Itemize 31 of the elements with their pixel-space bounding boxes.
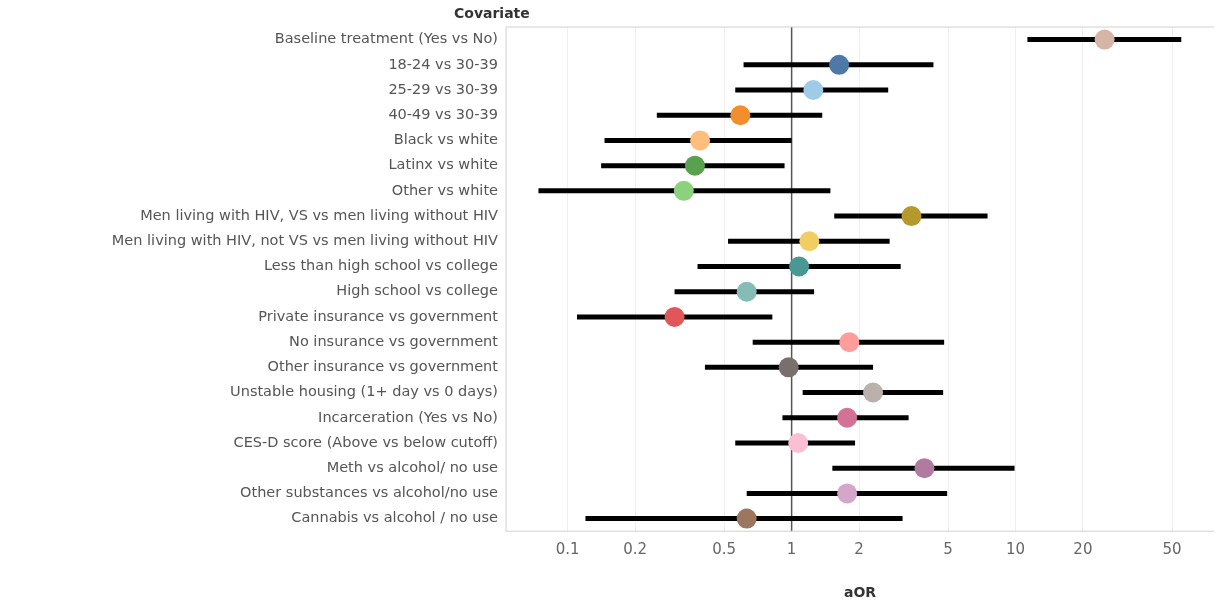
y-tick-label: Other insurance vs government	[267, 358, 499, 375]
x-axis-title: aOR	[843, 584, 877, 601]
y-tick-label: Private insurance vs government	[258, 307, 499, 324]
y-tick-label: Incarceration (Yes vs No)	[318, 408, 498, 425]
y-tick-label: CES-D score (Above vs below cutoff)	[233, 433, 498, 450]
y-tick-label: Black vs white	[393, 131, 499, 148]
x-tick-label: 20	[1073, 540, 1093, 559]
x-tick-label: 50	[1162, 540, 1182, 559]
x-tick-label: 2	[854, 540, 864, 559]
x-tick-label: 10	[1005, 540, 1026, 559]
y-tick-label: Latinx vs white	[388, 156, 499, 173]
y-tick-label: 18-24 vs 30-39	[388, 55, 498, 72]
y-tick-label: Men living with HIV, VS vs men living without HIV	[140, 206, 499, 223]
y-tick-label: Other substances vs alcohol/no use	[240, 484, 499, 501]
y-tick-label: Baseline treatment (Yes vs No)	[274, 30, 498, 47]
y-tick-label: High school vs college	[336, 282, 499, 299]
y-tick-label: Cannabis vs alcohol / no use	[291, 509, 499, 526]
y-axis-title: Covariate	[454, 5, 530, 21]
x-tick-label: 0.2	[623, 540, 648, 559]
y-tick-label: No insurance vs government	[289, 332, 499, 349]
x-tick-label: 0.1	[555, 540, 580, 559]
y-tick-label: Unstable housing (1+ day vs 0 days)	[230, 383, 498, 400]
y-tick-label: Other vs white	[391, 181, 499, 198]
y-tick-label: 25-29 vs 30-39	[388, 80, 498, 97]
x-tick-label: 1	[786, 540, 797, 559]
y-tick-label: Meth vs alcohol/ no use	[326, 458, 499, 475]
y-tick-label: Less than high school vs college	[263, 257, 499, 274]
y-tick-label: Men living with HIV, not VS vs men living without HIV	[111, 232, 499, 249]
x-tick-label: 0.5	[712, 540, 737, 559]
x-tick-label: 5	[943, 540, 953, 559]
y-tick-label: 40-49 vs 30-39	[388, 106, 498, 122]
